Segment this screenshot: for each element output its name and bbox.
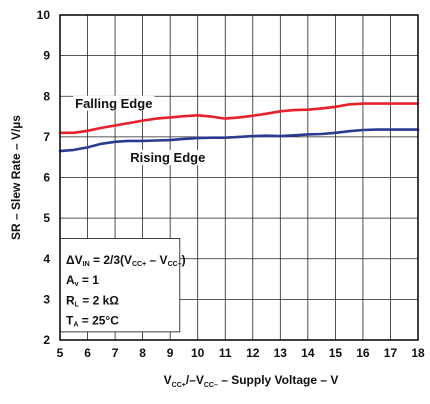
x-tick-label: 10 xyxy=(191,346,205,360)
x-tick-labels: 5 6 7 8 9 10 11 12 13 14 15 16 17 18 xyxy=(57,346,425,360)
falling-edge-label: Falling Edge xyxy=(75,96,152,111)
x-tick-label: 11 xyxy=(219,346,232,360)
y-tick-label: 8 xyxy=(43,89,50,103)
x-tick-label: 14 xyxy=(301,346,315,360)
series-label-background xyxy=(128,150,208,166)
rising-edge-label: Rising Edge xyxy=(130,150,205,165)
condition-line: TA = 25°C xyxy=(66,314,119,329)
x-tick-label: 17 xyxy=(384,346,398,360)
plot-frame xyxy=(59,14,419,341)
condition-line: Av = 1 xyxy=(66,273,99,288)
x-tick-label: 13 xyxy=(274,346,288,360)
x-tick-label: 5 xyxy=(57,346,64,360)
x-tick-label: 8 xyxy=(139,346,146,360)
x-tick-label: 12 xyxy=(246,346,260,360)
falling-edge-line xyxy=(58,102,420,135)
condition-line: RL = 2 kΩ xyxy=(66,293,119,308)
conditions-box xyxy=(59,238,181,333)
series-label-background xyxy=(73,95,155,111)
rising-edge-line xyxy=(58,128,420,153)
x-tick-label: 16 xyxy=(356,346,370,360)
x-tick-label: 6 xyxy=(84,346,91,360)
y-tick-label: 5 xyxy=(43,211,50,225)
test-conditions: ΔVIN = 2/3(VCC+ – VCC–) Av = 1 RL = 2 kΩ TA… xyxy=(66,253,186,329)
x-tick-label: 18 xyxy=(411,346,425,360)
y-tick-label: 2 xyxy=(43,333,50,347)
y-tick-label: 3 xyxy=(43,292,50,306)
y-tick-label: 9 xyxy=(43,49,50,63)
y-tick-label: 10 xyxy=(37,8,51,22)
y-axis-label: SR – Slew Rate – V/µs xyxy=(9,115,23,240)
y-tick-label: 7 xyxy=(43,130,50,144)
x-tick-label: 9 xyxy=(167,346,174,360)
y-tick-label: 4 xyxy=(43,252,50,266)
y-tick-label: 6 xyxy=(43,171,50,185)
x-tick-label: 15 xyxy=(329,346,343,360)
x-tick-label: 7 xyxy=(112,346,119,360)
x-axis-label: VCC+/–VCC– – Supply Voltage – V xyxy=(164,373,339,389)
condition-line: ΔVIN = 2/3(VCC+ – VCC–) xyxy=(66,253,186,268)
series-lines xyxy=(58,102,420,153)
y-tick-labels: 2 3 4 5 6 7 8 9 10 xyxy=(37,8,51,347)
